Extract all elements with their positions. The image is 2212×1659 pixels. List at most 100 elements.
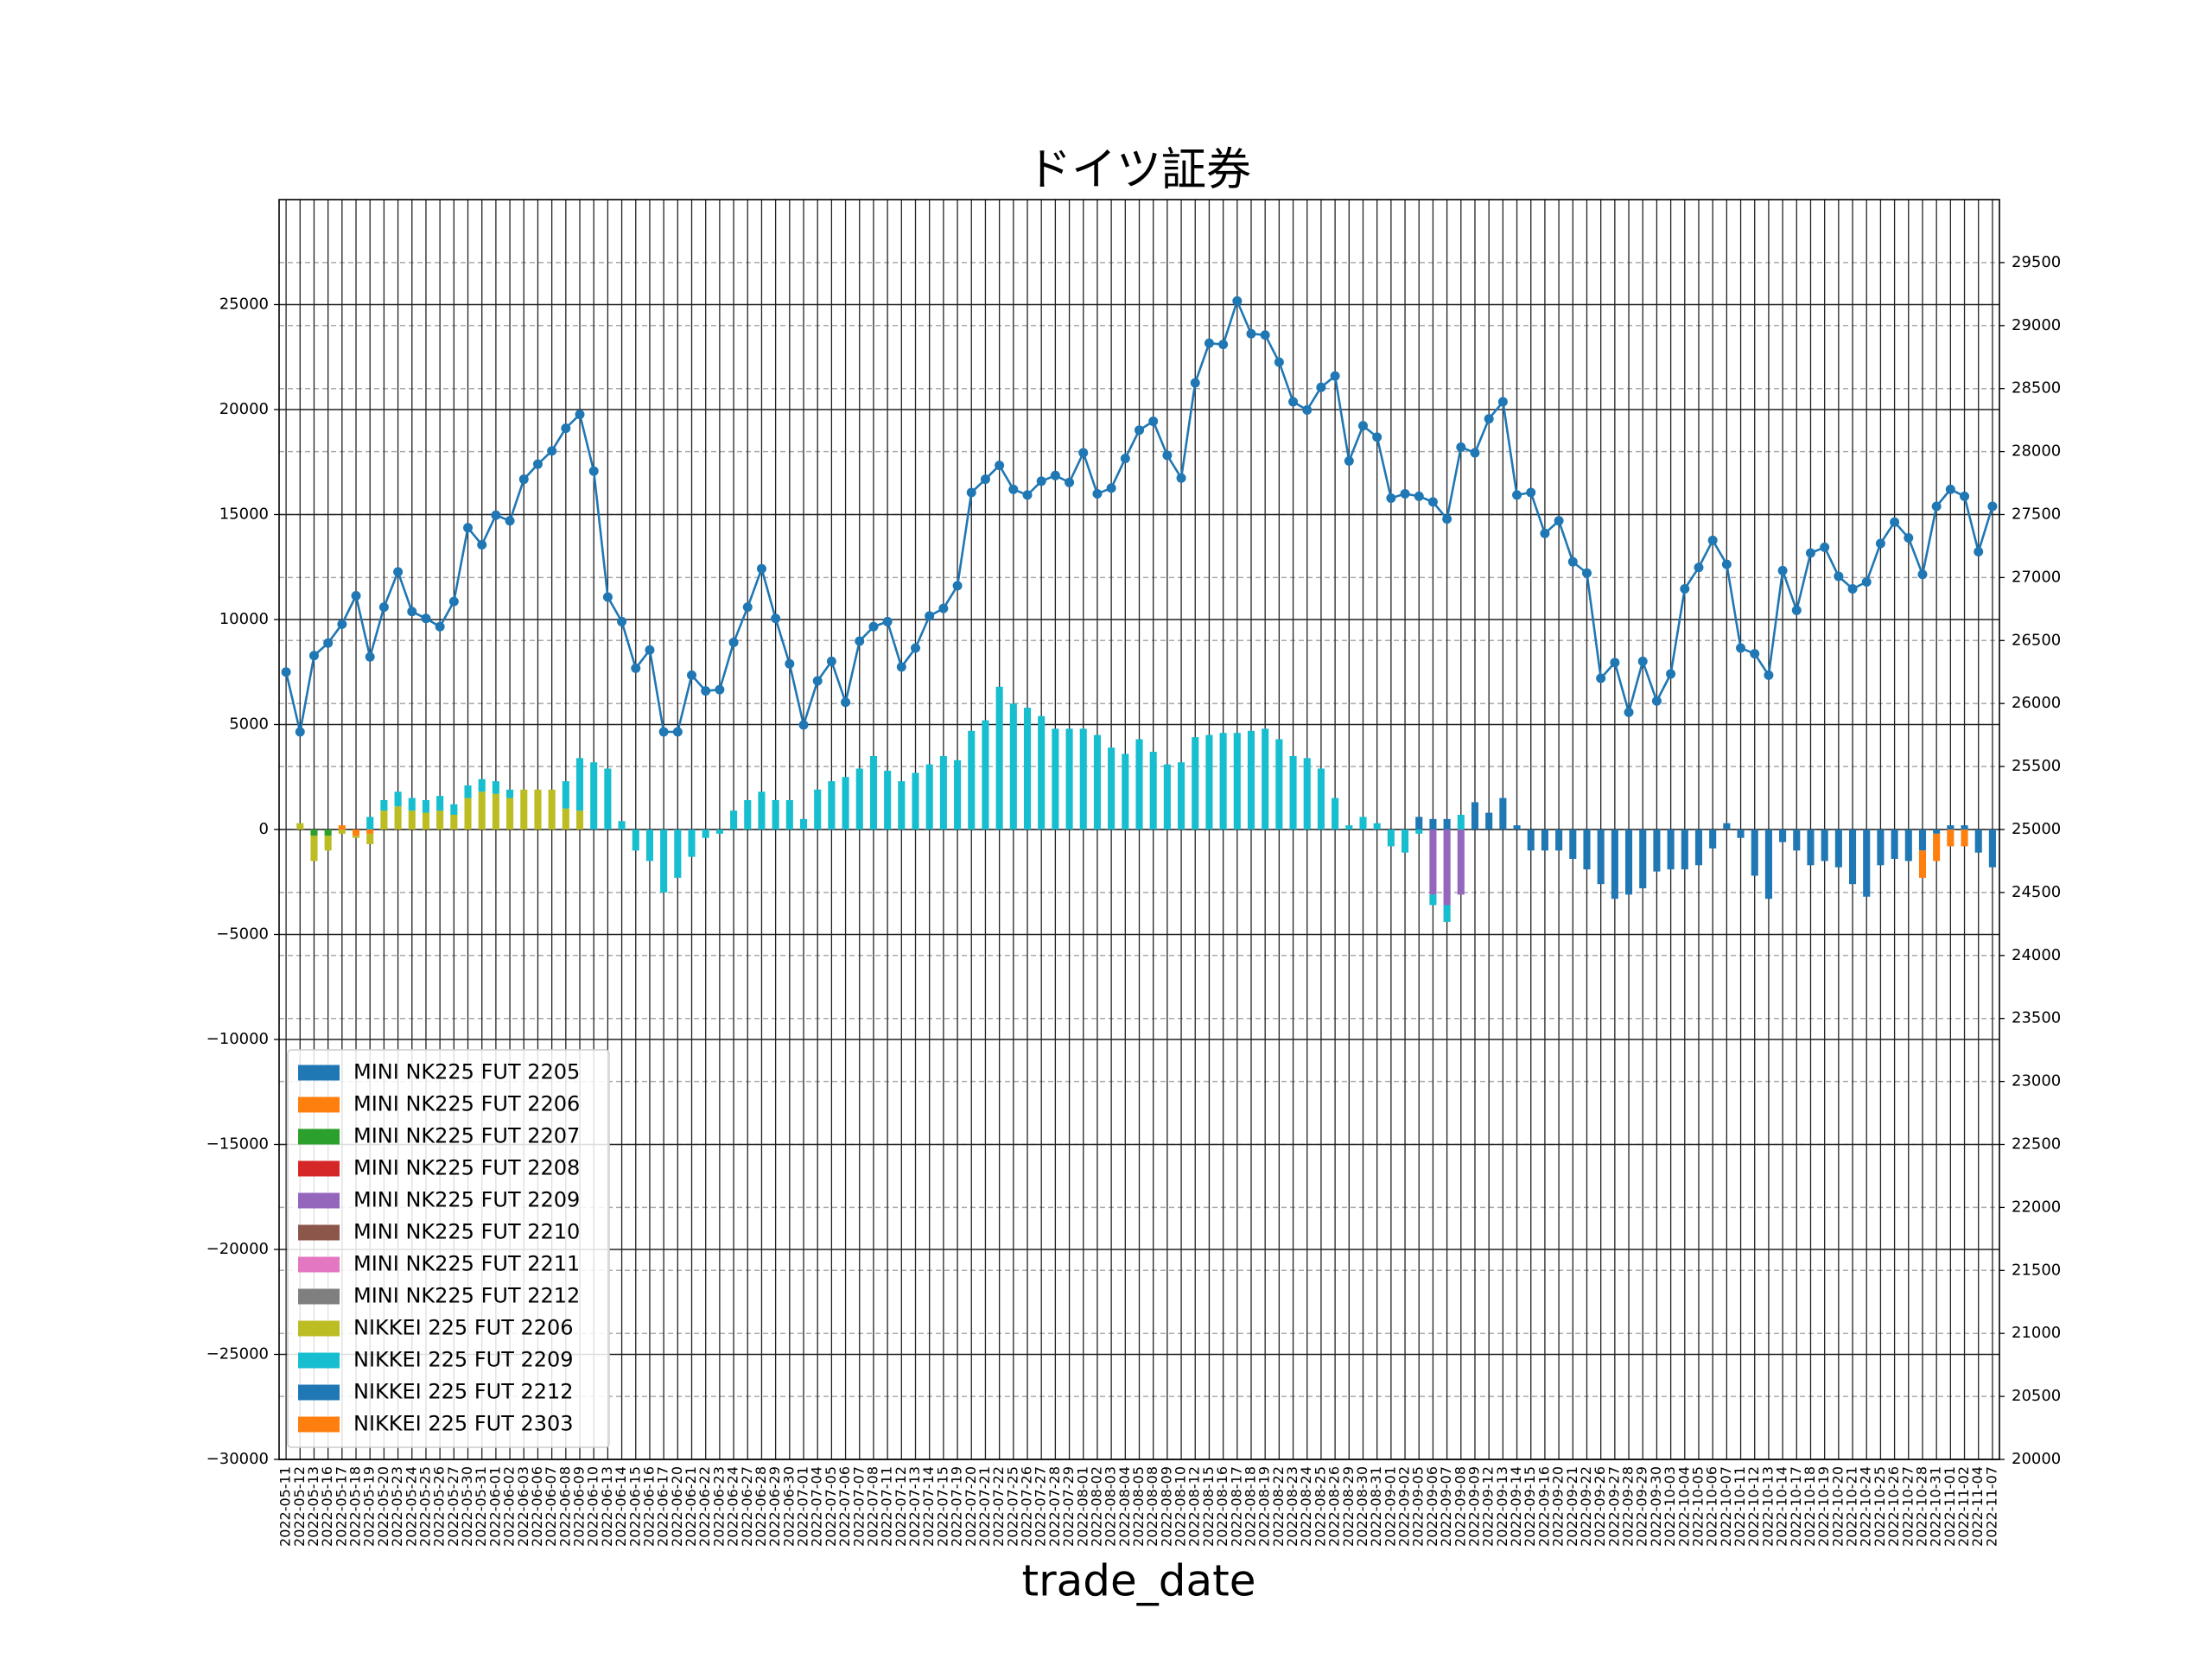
x-tick-label: 2022-10-17 (1788, 1466, 1804, 1547)
bar (1415, 830, 1423, 834)
bar (1555, 830, 1563, 851)
x-tick-label: 2022-05-26 (431, 1466, 448, 1547)
x-tick-label: 2022-10-27 (1899, 1466, 1916, 1547)
x-tick-label: 2022-08-26 (1326, 1466, 1343, 1547)
x-tick-label: 2022-06-02 (501, 1466, 518, 1547)
line-marker (365, 652, 375, 662)
x-tick-label: 2022-07-07 (850, 1466, 867, 1547)
x-tick-label: 2022-10-31 (1928, 1466, 1944, 1547)
line-marker (1890, 517, 1900, 527)
bar (1023, 708, 1032, 830)
x-tick-label: 2022-07-12 (893, 1466, 909, 1547)
bar (478, 791, 486, 830)
bar (1149, 752, 1157, 830)
bar (1863, 830, 1871, 897)
x-tick-label: 2022-06-08 (556, 1466, 573, 1547)
legend-swatch (298, 1160, 340, 1177)
x-tick-label: 2022-08-17 (1228, 1466, 1244, 1547)
line-marker (1805, 548, 1815, 558)
line-marker (1260, 330, 1270, 340)
bar (912, 772, 919, 830)
line-marker (575, 410, 585, 420)
bar (1387, 830, 1395, 847)
bar (884, 770, 892, 830)
bar (1038, 715, 1046, 830)
x-tick-label: 2022-06-30 (780, 1466, 797, 1547)
bar (1821, 830, 1828, 861)
bar (1178, 762, 1185, 830)
line-marker (308, 651, 319, 661)
y-tick-label: 5000 (229, 715, 269, 734)
bar (310, 836, 318, 861)
x-tick-label: 2022-05-20 (375, 1466, 391, 1547)
line-marker (1357, 421, 1368, 431)
line-marker (798, 720, 809, 730)
line-marker (1316, 382, 1326, 392)
line-marker (952, 581, 963, 591)
y2-tick-label: 28000 (2012, 442, 2061, 461)
x-tick-label: 2022-08-22 (1270, 1466, 1287, 1547)
bar (1429, 830, 1437, 895)
bar (296, 823, 304, 830)
x-tick-label: 2022-05-11 (277, 1466, 294, 1547)
bar (1904, 830, 1912, 861)
bar (1764, 830, 1772, 899)
bar (715, 830, 723, 834)
bar (1974, 830, 1982, 853)
line-marker (925, 611, 935, 621)
bar (1569, 830, 1577, 860)
line-marker (1777, 565, 1788, 575)
bar (968, 730, 976, 830)
bar (772, 799, 779, 830)
y-tick-label: −10000 (207, 1030, 269, 1048)
x-tick-label: 2022-06-09 (571, 1466, 588, 1547)
x-tick-label: 2022-09-08 (1452, 1466, 1468, 1547)
line-marker (378, 602, 389, 613)
bar (520, 789, 528, 830)
x-tick-label: 2022-05-12 (291, 1466, 308, 1547)
line-marker (1651, 696, 1662, 706)
x-tick-label: 2022-09-15 (1522, 1466, 1538, 1547)
bar (744, 799, 752, 830)
line-marker (1987, 501, 1998, 512)
line-marker (1106, 483, 1116, 493)
y-tick-label: −20000 (207, 1240, 269, 1258)
bar (1065, 728, 1073, 830)
line-marker (728, 637, 739, 647)
bar (366, 830, 374, 834)
line-marker (1135, 425, 1144, 435)
bar (1345, 825, 1353, 830)
line-marker (1497, 397, 1508, 407)
x-tick-label: 2022-08-31 (1368, 1466, 1384, 1547)
line-marker (1637, 656, 1648, 666)
y2-tick-label: 26000 (2012, 694, 2061, 712)
line-marker (742, 602, 753, 613)
x-tick-label: 2022-10-20 (1829, 1466, 1846, 1547)
line-marker (1372, 432, 1382, 442)
line-marker (1008, 484, 1019, 494)
bar (1303, 758, 1311, 830)
line-marker (1666, 669, 1676, 679)
x-tick-label: 2022-10-03 (1662, 1466, 1678, 1547)
line-marker (1974, 547, 1984, 557)
bar (422, 799, 430, 813)
line-marker (855, 636, 865, 646)
bar (380, 799, 388, 811)
line-marker (995, 461, 1005, 471)
x-tick-label: 2022-06-21 (683, 1466, 699, 1547)
legend-swatch (298, 1192, 340, 1209)
line-marker (1344, 456, 1354, 467)
x-tick-label: 2022-07-06 (836, 1466, 853, 1547)
bar (506, 789, 514, 798)
x-tick-label: 2022-08-09 (1158, 1466, 1174, 1547)
line-marker (1540, 528, 1550, 538)
legend-swatch (298, 1128, 340, 1145)
x-tick-label: 2022-07-22 (990, 1466, 1007, 1547)
line-marker (1162, 450, 1173, 461)
x-tick-label: 2022-06-13 (599, 1466, 615, 1547)
line-marker (1288, 397, 1299, 407)
bar (1262, 728, 1269, 830)
line-marker (1904, 532, 1914, 543)
legend-label: MINI NK225 FUT 2209 (353, 1188, 580, 1212)
y2-tick-label: 23500 (2012, 1009, 2061, 1027)
